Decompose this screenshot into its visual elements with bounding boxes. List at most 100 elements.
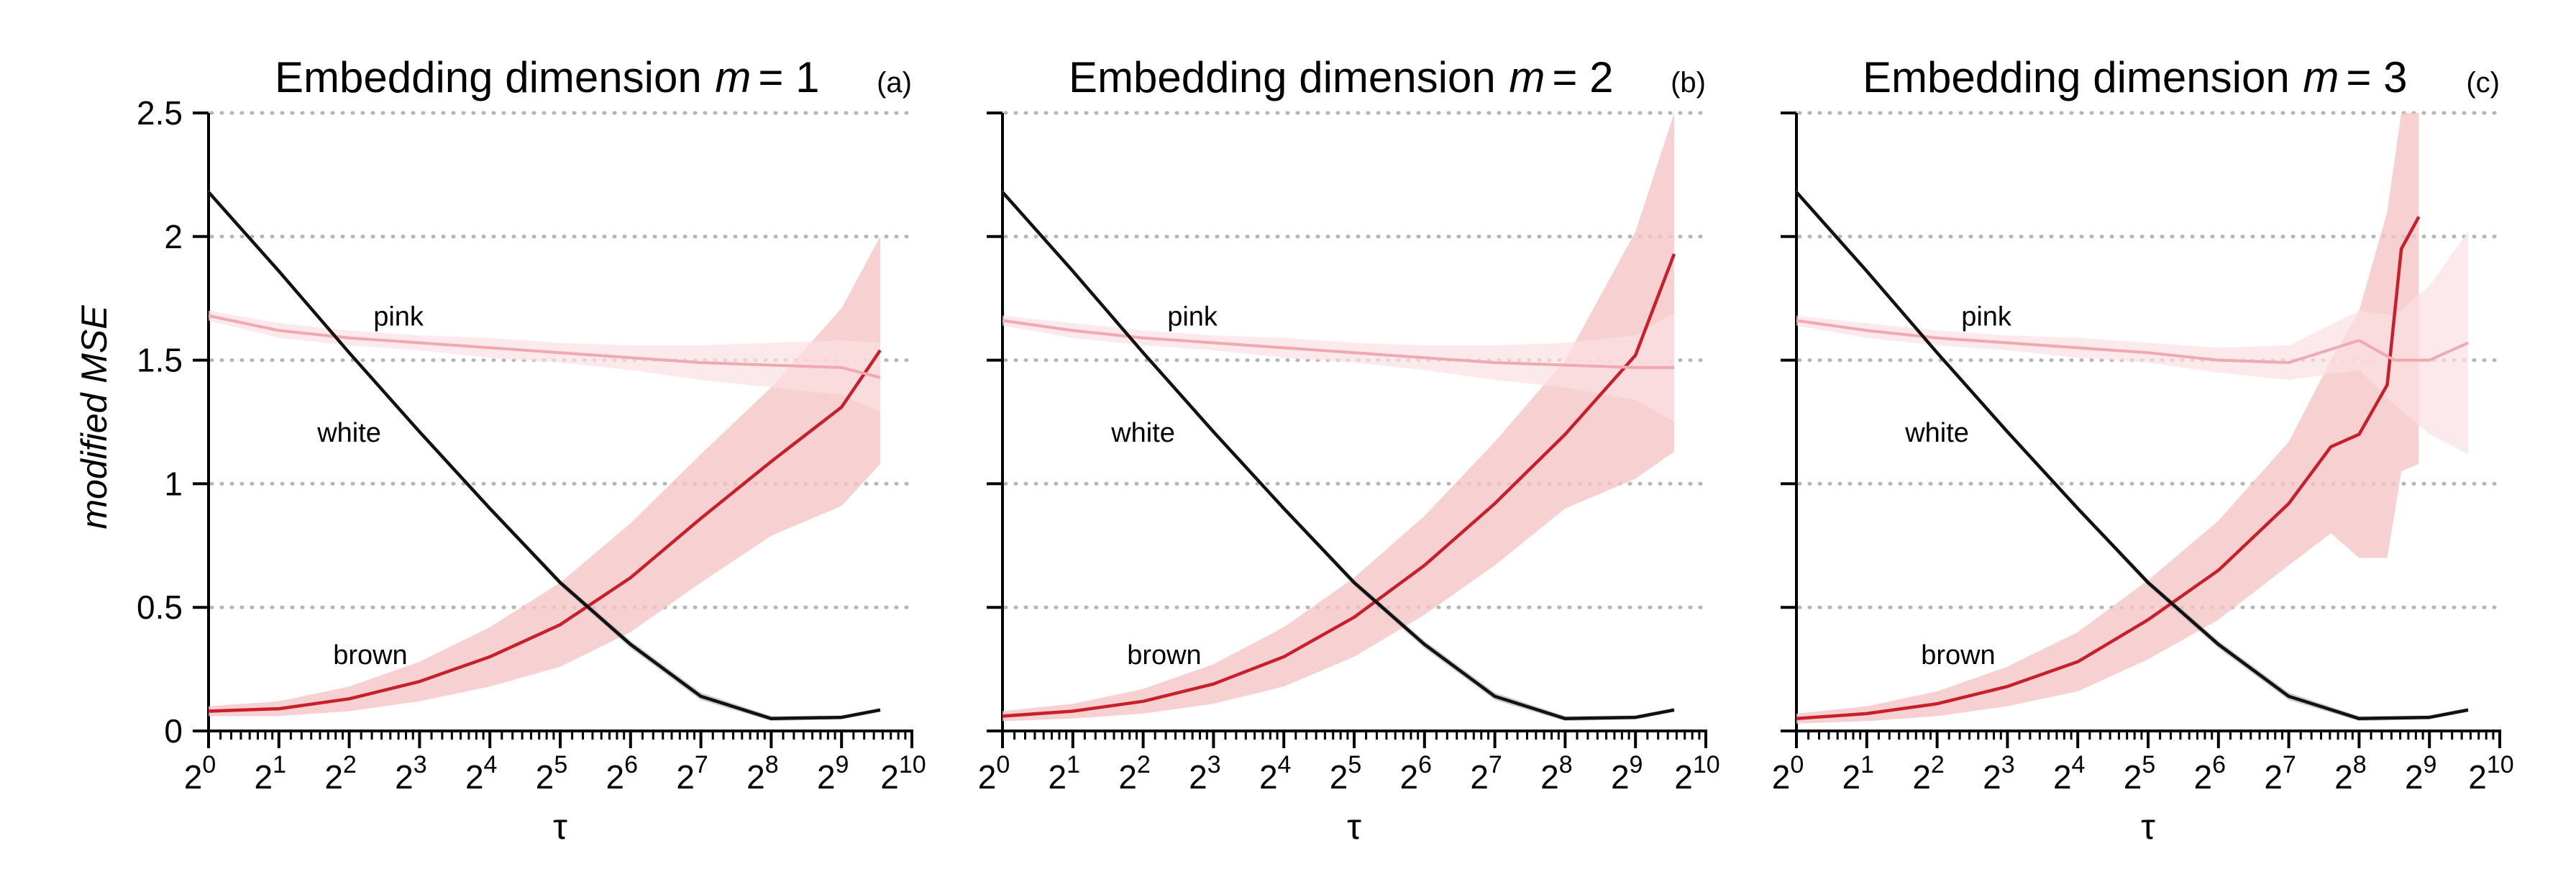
x-tick-exponent: 7 [695,751,708,778]
x-tick-label: 26 [2194,751,2226,796]
confidence-band-pink [1796,231,2468,455]
x-tick-label: 20 [978,751,1010,796]
chart-title: Embedding dimension m = 2 [1069,53,1613,101]
x-tick-exponent: 4 [2072,751,2086,778]
x-tick-label: 24 [2053,751,2086,796]
chart-title-var: m [2303,53,2339,101]
annotation-pink: pink [1167,301,1218,332]
chart-title-value: = 2 [1552,53,1613,101]
x-axis-label: τ [2141,806,2155,847]
panel-label: (b) [1671,67,1706,99]
x-tick-exponent: 6 [1418,751,1432,778]
y-tick-label: 0 [164,712,183,750]
series-line-pink [208,314,881,379]
annotation-white: white [1110,418,1175,448]
x-tick-exponent: 5 [2142,751,2155,778]
x-tick-label: 25 [536,751,568,796]
series-line-pink [1002,319,1674,369]
series-line-brown [1796,216,2421,721]
x-tick-label: 27 [1470,751,1502,796]
x-tick-label: 21 [1842,751,1875,796]
x-tick-exponent: 7 [2283,751,2296,778]
x-tick-label: 22 [1118,751,1151,796]
x-tick-exponent: 9 [1630,751,1643,778]
x-tick-exponent: 2 [1137,751,1151,778]
x-tick-exponent: 4 [1278,751,1292,778]
x-tick-label: 210 [880,751,926,796]
x-tick-exponent: 1 [1860,751,1874,778]
x-tick-label: 28 [746,751,779,796]
x-tick-exponent: 9 [836,751,849,778]
chart-title-prefix: Embedding dimension [1863,53,2301,101]
y-tick-label: 1.5 [137,342,183,379]
x-tick-label: 26 [606,751,639,796]
chart-title-prefix: Embedding dimension [1069,53,1507,101]
x-tick-exponent: 2 [343,751,357,778]
chart-panel-3: Embedding dimension m = 3 (c)20 21 22 23 24 25 2… [1772,53,2514,847]
chart-title-value: = 1 [758,53,819,101]
x-tick-label: 27 [676,751,708,796]
confidence-band-brown [209,236,880,717]
y-axis-label: modified MSE [74,305,114,530]
x-axis-label: τ [1347,806,1361,847]
chart-panel-1: Embedding dimension m = 1 (a) 0 0.5 1 1.5 2 2.5 2… [137,53,926,847]
x-tick-exponent: 8 [765,751,779,778]
annotation-white: white [316,418,381,448]
x-tick-label: 27 [2264,751,2296,796]
x-tick-label: 210 [1674,751,1719,796]
series-line-white [1795,191,2469,721]
x-tick-exponent: 3 [414,751,427,778]
x-tick-label: 20 [1772,751,1804,796]
annotation-white: white [1904,418,1969,448]
chart-title-value: = 3 [2346,53,2407,101]
x-tick-exponent: 1 [1067,751,1080,778]
x-tick-label: 28 [2334,751,2367,796]
x-tick-label: 24 [465,751,498,796]
y-tick-label: 0.5 [137,589,183,626]
x-tick-exponent: 10 [1693,751,1720,778]
chart-title-var: m [715,53,751,101]
x-tick-label: 29 [1611,751,1643,796]
x-tick-exponent: 2 [1931,751,1945,778]
annotation-pink: pink [1961,301,2012,332]
x-tick-label: 25 [1330,751,1362,796]
x-tick-label: 29 [817,751,849,796]
x-tick-exponent: 5 [554,751,567,778]
series-line-brown [1002,253,1676,718]
x-axis-label: τ [553,806,567,847]
chart-title-prefix: Embedding dimension [275,53,713,101]
x-tick-label: 21 [1049,751,1081,796]
y-tick-label: 1 [164,465,183,502]
y-tick-label: 2.5 [137,94,183,132]
annotation-brown: brown [333,640,408,671]
x-tick-label: 29 [2405,751,2437,796]
x-tick-exponent: 7 [1489,751,1502,778]
x-tick-exponent: 6 [2212,751,2226,778]
x-tick-exponent: 3 [1207,751,1221,778]
x-tick-label: 23 [1983,751,2015,796]
confidence-band-pink [209,310,880,412]
x-tick-label: 210 [2468,751,2513,796]
series-line-white [1001,191,1675,721]
x-tick-label: 20 [184,751,216,796]
x-tick-label: 22 [1912,751,1945,796]
chart-title: Embedding dimension m = 3 [1863,53,2407,101]
x-tick-exponent: 9 [2424,751,2437,778]
x-tick-label: 21 [255,751,287,796]
x-tick-exponent: 10 [2487,751,2514,778]
x-tick-exponent: 1 [273,751,286,778]
chart-title: Embedding dimension m = 1 [275,53,819,101]
chart-panel-2: Embedding dimension m = 2 (b)20 21 22 23 24 25 2… [978,53,1720,847]
x-tick-exponent: 8 [2353,751,2367,778]
x-tick-exponent: 5 [1348,751,1361,778]
chart-title-var: m [1509,53,1545,101]
x-tick-exponent: 8 [1559,751,1573,778]
x-tick-exponent: 0 [1790,751,1804,778]
x-tick-exponent: 6 [624,751,638,778]
annotation-brown: brown [1127,640,1202,671]
x-tick-label: 23 [1189,751,1221,796]
panel-label: (c) [2466,67,2500,99]
confidence-band-brown [1796,113,2419,724]
x-tick-exponent: 0 [202,751,216,778]
x-tick-label: 23 [395,751,427,796]
